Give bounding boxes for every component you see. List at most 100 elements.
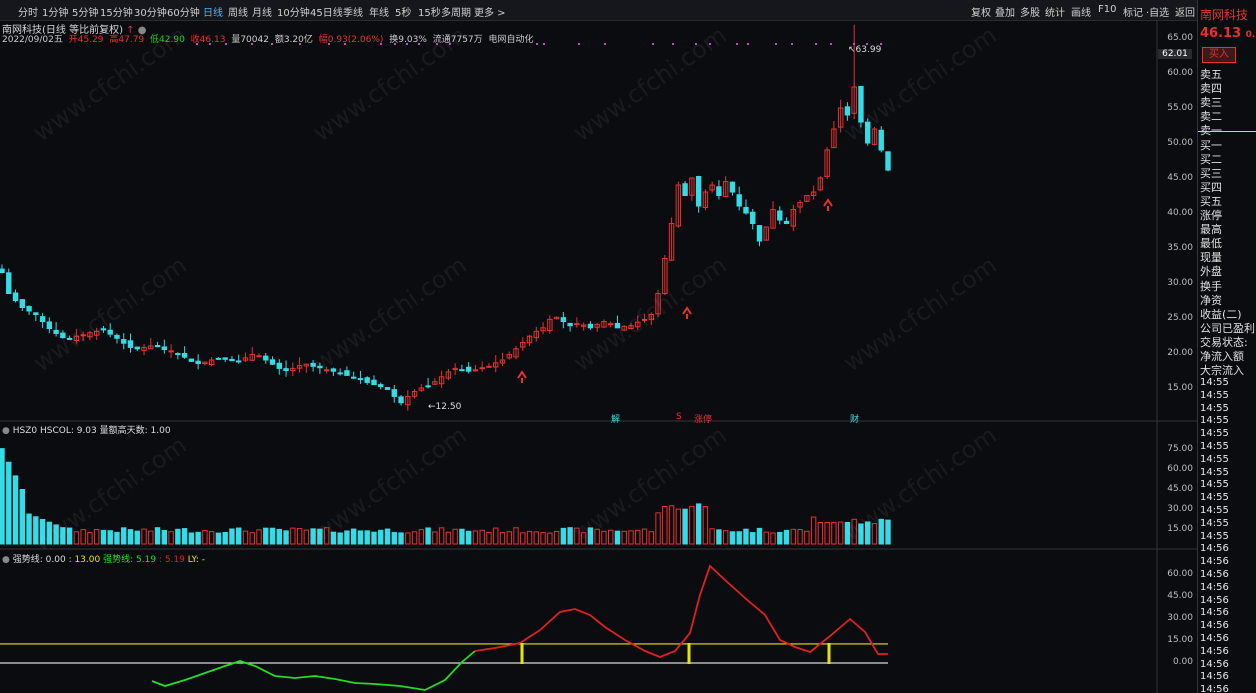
bid-ask-divider [1198, 131, 1256, 132]
event-zhangting[interactable]: 涨停 [694, 415, 713, 425]
candle-body [337, 372, 343, 375]
volume-bar [148, 530, 154, 545]
period-tab-2[interactable]: 5分钟 [72, 8, 99, 19]
candle-body [100, 328, 107, 331]
candle-body [506, 353, 512, 359]
buy-button[interactable]: 买入 [1202, 47, 1236, 63]
volume-bar [729, 531, 736, 545]
volume-bar [763, 531, 769, 545]
candle-body [655, 293, 661, 315]
candle-body [452, 367, 458, 371]
volume-bar [486, 531, 492, 545]
candle-body [553, 316, 560, 320]
candle-body [574, 323, 580, 326]
period-tab-13[interactable]: 5秒 [395, 8, 412, 19]
period-tab-15[interactable]: 多周期 [441, 8, 471, 19]
toolbar-tool-4[interactable]: 画线 [1071, 8, 1091, 19]
price-axis-tick: 55.00 [1167, 103, 1193, 113]
period-tab-14[interactable]: 15秒 [418, 8, 441, 19]
period-tab-7[interactable]: 周线 [228, 8, 248, 19]
volume-bar [736, 531, 742, 545]
candle-body [750, 211, 756, 225]
candle-body [73, 335, 80, 341]
quote-field-12: 最低 [1200, 237, 1222, 251]
tick-time-1: 14:55 [1200, 389, 1229, 401]
candle-body [276, 362, 282, 369]
volume-bar [290, 527, 296, 545]
candle-body [398, 396, 404, 404]
volume-bar [648, 531, 654, 545]
ohlc-turnover: 换9.03% [389, 35, 427, 45]
volume-bar [533, 531, 540, 545]
period-tab-12[interactable]: 年线 [369, 8, 389, 19]
candle-body [648, 314, 654, 321]
toolbar-tool-0[interactable]: 复权 [971, 8, 991, 19]
indicator-panel-header: ● 强势线: 0.00 : 13.00 强势线: 5.19 : 5.19 LY:… [2, 552, 205, 565]
event-s[interactable]: S [676, 412, 682, 422]
tick-time-14: 14:56 [1200, 556, 1229, 568]
ind-v1: : 0.00 [39, 555, 66, 565]
quote-field-11: 最高 [1200, 223, 1222, 237]
tick-time-4: 14:55 [1200, 428, 1229, 440]
candle-body [614, 322, 621, 329]
period-tab-4[interactable]: 30分钟 [134, 8, 167, 19]
volume-bar [269, 527, 276, 545]
candle-body [824, 149, 830, 177]
volume-bar [425, 527, 431, 545]
period-tab-3[interactable]: 15分钟 [100, 8, 133, 19]
candle-body [567, 322, 573, 327]
period-tab-11[interactable]: 季线 [343, 8, 363, 19]
price-axis-tick: 15.00 [1167, 383, 1193, 393]
candle-body [560, 317, 567, 322]
low-value: 12.50 [435, 402, 462, 412]
period-tab-1[interactable]: 1分钟 [42, 8, 69, 19]
kline-chart[interactable] [0, 0, 1197, 693]
volume-bar [682, 508, 688, 545]
event-cai[interactable]: 财 [850, 415, 860, 425]
volume-bar [574, 527, 580, 545]
toolbar-tool-7[interactable]: ·自选 [1146, 8, 1170, 19]
volume-bar [837, 521, 844, 545]
toolbar-tool-5[interactable]: F10 [1098, 4, 1117, 15]
period-tab-6[interactable]: 日线 [203, 8, 223, 19]
tick-time-17: 14:56 [1200, 594, 1229, 606]
indicator-axis-tick: 30.00 [1167, 613, 1193, 623]
tick-time-2: 14:55 [1200, 402, 1229, 414]
candle-body [215, 357, 222, 360]
candle-body [60, 332, 66, 339]
candle-body [141, 346, 147, 351]
chart-title: 南网科技(日线 等比前复权) ↑ ● [2, 21, 146, 36]
candle-body [310, 362, 316, 367]
period-tab-8[interactable]: 月线 [252, 8, 272, 19]
signal-dot [880, 43, 882, 45]
ind-name: 强势线 [12, 555, 40, 565]
candle-body [87, 332, 93, 338]
indicator-toggle-icon[interactable]: ● [2, 555, 10, 565]
period-tab-10[interactable]: 45日线 [310, 8, 343, 19]
volume-panel-toggle-icon[interactable]: ● [2, 426, 10, 436]
volume-bar [398, 532, 404, 545]
candle-body [743, 206, 749, 214]
buy-arrow-icon [517, 370, 527, 383]
event-jie[interactable]: 解 [611, 415, 621, 425]
toolbar-tool-1[interactable]: 叠加 [995, 8, 1015, 19]
volume-bar [675, 508, 682, 545]
volume-bar [804, 530, 810, 545]
volume-bar [256, 529, 262, 545]
candle-body [783, 220, 790, 225]
toolbar-tool-8[interactable]: 返回 [1175, 8, 1195, 19]
volume-bar [540, 532, 546, 545]
period-tab-0[interactable]: 分时 [18, 8, 38, 19]
indicator-red-line [474, 564, 888, 658]
toolbar-tool-3[interactable]: 统计 [1045, 8, 1065, 19]
toolbar-tool-2[interactable]: 多股 [1020, 8, 1040, 19]
candle-body [756, 225, 763, 242]
volume-bar [878, 518, 884, 545]
period-tab-9[interactable]: 10分钟 [277, 8, 310, 19]
period-tab-5[interactable]: 60分钟 [167, 8, 200, 19]
signal-dot [196, 43, 198, 45]
volume-bar [614, 530, 621, 545]
info-icon[interactable]: ● [137, 25, 147, 36]
toolbar-tool-6[interactable]: 标记 [1123, 8, 1143, 19]
period-tab-16[interactable]: 更多 > [474, 8, 506, 19]
